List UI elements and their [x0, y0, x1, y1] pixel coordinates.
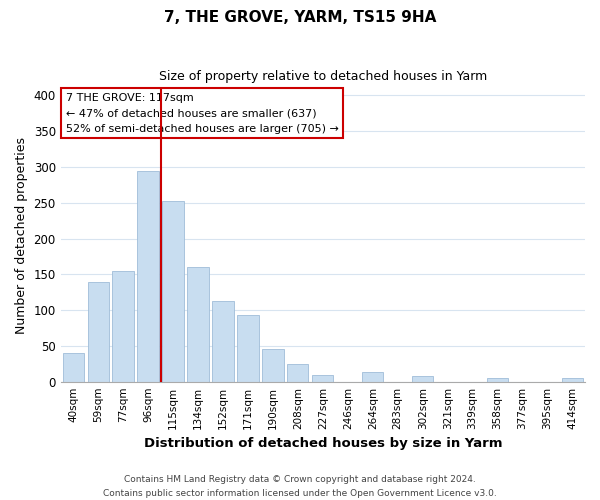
- Bar: [187, 267, 209, 382]
- Bar: [262, 349, 284, 382]
- Bar: [312, 374, 334, 382]
- Text: 7 THE GROVE: 117sqm
← 47% of detached houses are smaller (637)
52% of semi-detac: 7 THE GROVE: 117sqm ← 47% of detached ho…: [66, 92, 339, 134]
- Bar: [212, 301, 233, 382]
- Bar: [62, 353, 84, 382]
- Bar: [88, 282, 109, 382]
- Text: 7, THE GROVE, YARM, TS15 9HA: 7, THE GROVE, YARM, TS15 9HA: [164, 10, 436, 25]
- Bar: [362, 372, 383, 382]
- Bar: [137, 170, 158, 382]
- Y-axis label: Number of detached properties: Number of detached properties: [15, 136, 28, 334]
- Bar: [562, 378, 583, 382]
- Bar: [112, 271, 134, 382]
- Bar: [487, 378, 508, 382]
- Text: Contains HM Land Registry data © Crown copyright and database right 2024.
Contai: Contains HM Land Registry data © Crown c…: [103, 476, 497, 498]
- Bar: [238, 315, 259, 382]
- Title: Size of property relative to detached houses in Yarm: Size of property relative to detached ho…: [159, 70, 487, 83]
- Bar: [287, 364, 308, 382]
- X-axis label: Distribution of detached houses by size in Yarm: Distribution of detached houses by size …: [143, 437, 502, 450]
- Bar: [163, 200, 184, 382]
- Bar: [412, 376, 433, 382]
